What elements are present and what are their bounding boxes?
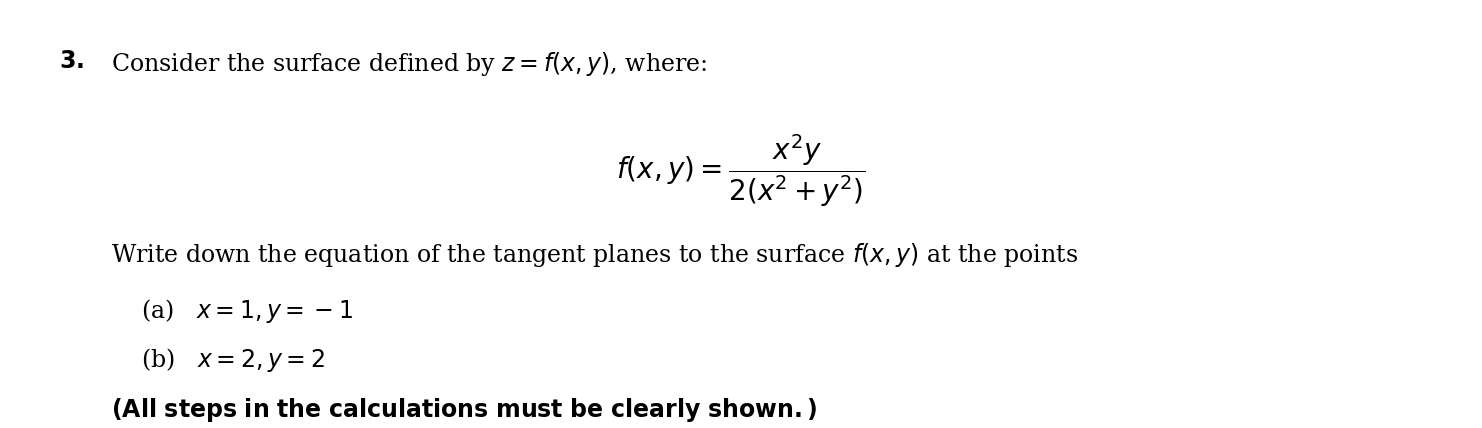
Text: $\mathbf{(All\ steps\ in\ the\ calculations\ must\ be\ clearly\ shown.)}$: $\mathbf{(All\ steps\ in\ the\ calculati… [111,396,818,424]
Text: $f(x, y) = \dfrac{x^2 y}{2(x^2 + y^2)}$: $f(x, y) = \dfrac{x^2 y}{2(x^2 + y^2)}$ [617,133,865,209]
Text: Consider the surface defined by $z = f(x, y)$, where:: Consider the surface defined by $z = f(x… [111,50,707,78]
Text: Write down the equation of the tangent planes to the surface $f(x, y)$ at the po: Write down the equation of the tangent p… [111,241,1079,269]
Text: (b)   $x = 2, y = 2$: (b) $x = 2, y = 2$ [141,346,325,374]
Text: $\mathbf{3.}$: $\mathbf{3.}$ [59,50,84,73]
Text: (a)   $x = 1, y = -1$: (a) $x = 1, y = -1$ [141,297,353,324]
